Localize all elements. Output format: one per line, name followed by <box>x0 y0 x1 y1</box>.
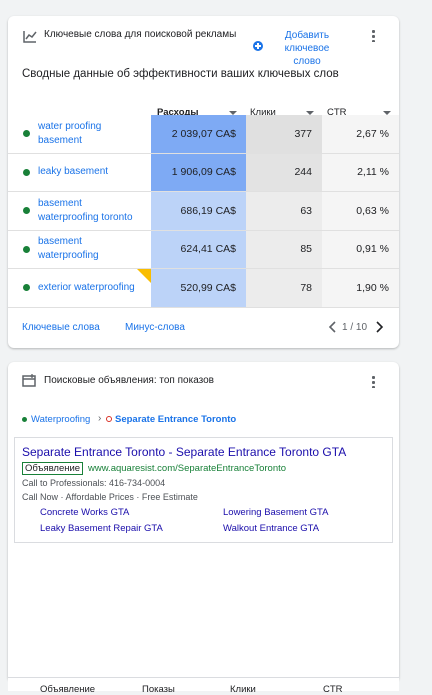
sitelink[interactable]: Lowering Basement GTA <box>223 507 329 518</box>
table-row: exterior waterproofing 520,99 CA$ 78 1,90 % <box>8 269 399 308</box>
ad-url: www.aquaresist.com/SeparateEntranceToron… <box>88 463 287 474</box>
keyword-link[interactable]: exterior waterproofing <box>38 281 135 293</box>
card-title: Поисковые объявления: топ показов <box>44 375 214 386</box>
status-dot <box>23 284 30 292</box>
campaign-link[interactable]: Separate Entrance Toronto <box>115 414 237 425</box>
keyword-cell: leaky basement <box>8 154 151 192</box>
table-row: basement waterproofing toronto 686,19 CA$… <box>8 192 399 231</box>
add-icon[interactable] <box>253 41 263 51</box>
keyword-link[interactable]: water proofing basement <box>38 120 102 146</box>
sitelink[interactable]: Walkout Entrance GTA <box>223 523 320 534</box>
pagination: 1 / 10 <box>342 322 368 333</box>
keyword-cell: basement waterproofing toronto <box>8 192 151 230</box>
column-label: Расходы <box>157 107 199 118</box>
add-keyword-button[interactable]: Добавить ключевое слово <box>284 30 330 67</box>
cost-cell: 520,99 CA$ <box>151 269 246 307</box>
table-row: water proofing basement 2 039,07 CA$ 377 2,… <box>8 115 399 154</box>
ctr-cell: 2,11 % <box>322 153 399 191</box>
ad-headline[interactable]: Separate Entrance Toronto - Separate Ent… <box>22 445 347 459</box>
ctr-cell: 2,67 % <box>322 115 399 153</box>
clicks-cell: 78 <box>246 269 322 307</box>
keywords-icon <box>23 31 37 43</box>
column-label: Клики <box>250 107 276 118</box>
clicks-cell: 377 <box>246 115 322 153</box>
cost-cell: 624,41 CA$ <box>151 230 246 268</box>
clicks-cell: 63 <box>246 192 322 230</box>
column-label: Клики <box>230 684 256 695</box>
ctr-cell: 0,91 % <box>322 230 399 268</box>
keyword-link[interactable]: basement waterproofing <box>38 236 99 262</box>
keyword-link[interactable]: leaky basement <box>38 166 109 178</box>
status-dot <box>23 245 30 253</box>
status-dot <box>23 207 30 215</box>
menu-button[interactable] <box>372 29 375 42</box>
status-dot <box>22 417 27 422</box>
keyword-cell: basement waterproofing <box>8 231 151 269</box>
menu-button[interactable] <box>372 375 375 388</box>
ctr-cell: 0,63 % <box>322 192 399 230</box>
separator: › <box>98 413 102 424</box>
ctr-cell: 1,90 % <box>322 269 399 307</box>
ad-description: Call Now · Affordable Prices · Free Esti… <box>22 492 198 502</box>
paused-icon <box>106 416 112 422</box>
keywords-card: Ключевые слова для поисковой рекламы Доб… <box>8 16 399 348</box>
ad-preview <box>14 437 393 543</box>
cost-cell: 686,19 CA$ <box>151 192 246 230</box>
column-label: CTR <box>323 684 343 695</box>
table-row: leaky basement 1 906,09 CA$ 244 2,11 % <box>8 153 399 192</box>
ad-badge: Объявление <box>22 462 84 475</box>
keyword-cell: exterior waterproofing <box>8 269 151 307</box>
ads-card: Поисковые объявления: топ показов Waterp… <box>8 362 399 682</box>
prev-page[interactable] <box>328 321 338 333</box>
subtitle: Сводные данные об эффективности ваших кл… <box>22 68 339 80</box>
table-row: basement waterproofing 624,41 CA$ 85 0,91 % <box>8 230 399 269</box>
sitelink[interactable]: Leaky Basement Repair GTA <box>40 523 163 534</box>
negative-keywords-link[interactable]: Минус-слова <box>125 322 185 333</box>
warning-corner <box>137 269 151 283</box>
next-page[interactable] <box>374 321 384 333</box>
ad-call: Call to Professionals: 416-734-0004 <box>22 478 166 488</box>
ad-group-link[interactable]: Waterproofing <box>31 414 91 425</box>
cost-cell: 1 906,09 CA$ <box>151 153 246 191</box>
column-label: Объявление <box>40 684 96 695</box>
column-label: CTR <box>327 107 347 118</box>
status-dot <box>23 168 30 176</box>
bottom-table-header: Объявление Показы Клики CTR <box>8 677 399 695</box>
cost-cell: 2 039,07 CA$ <box>151 115 246 153</box>
ads-icon <box>22 374 36 387</box>
column-label: Показы <box>142 684 175 695</box>
clicks-cell: 85 <box>246 230 322 268</box>
card-title: Ключевые слова для поисковой рекламы <box>44 29 237 40</box>
keyword-link[interactable]: basement waterproofing toronto <box>38 197 133 223</box>
keyword-cell: water proofing basement <box>8 115 151 153</box>
clicks-cell: 244 <box>246 153 322 191</box>
keywords-link[interactable]: Ключевые слова <box>22 322 100 333</box>
status-dot <box>23 130 30 138</box>
sitelink[interactable]: Concrete Works GTA <box>40 507 130 518</box>
